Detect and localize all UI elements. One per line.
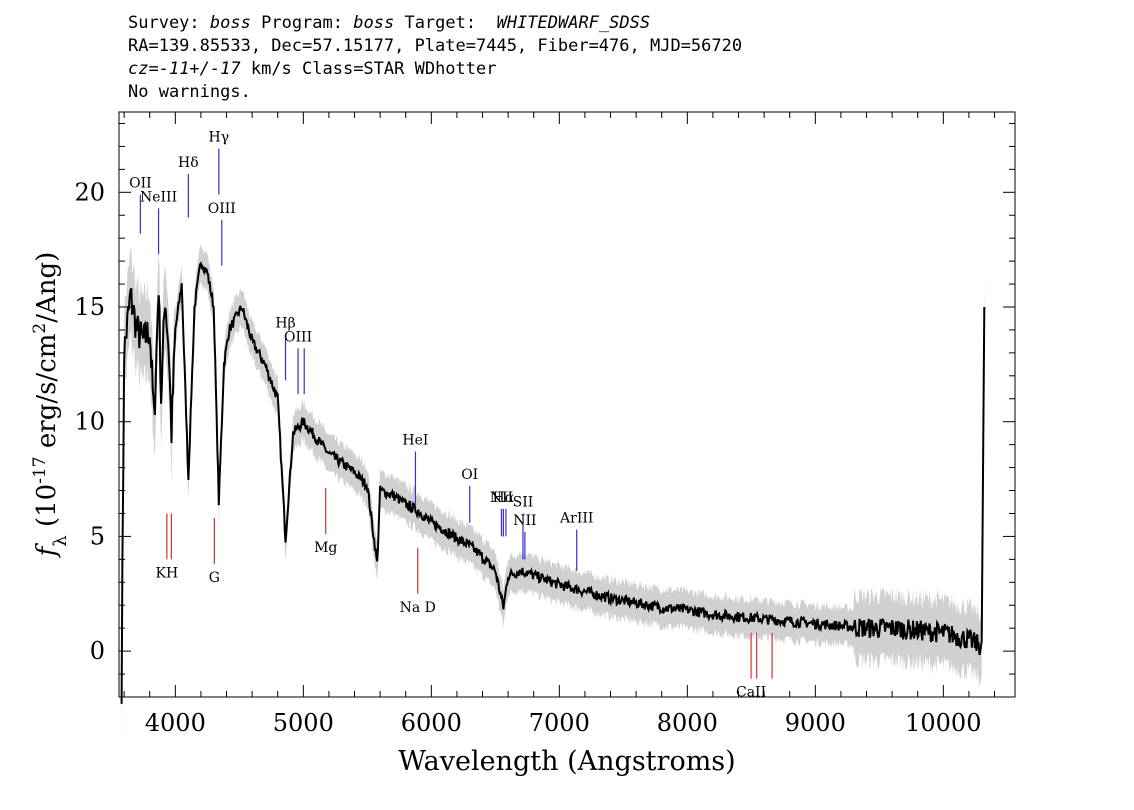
absorption-line-label: Mg [314, 540, 337, 556]
emission-line-label: ArIII [559, 511, 593, 527]
plot-frame [118, 111, 1016, 698]
error-band [121, 245, 985, 746]
emission-line-label: HeI [402, 433, 428, 449]
absorption-line-label: KH [156, 565, 179, 581]
x-tick-label: 8000 [657, 709, 718, 737]
absorption-line-label: CaII [736, 685, 766, 701]
program-value: boss [353, 13, 395, 33]
y-label-main: (10 [32, 484, 62, 536]
cz-label: cz= [128, 59, 159, 79]
x-tick-label: 6000 [401, 709, 462, 737]
spectrum-header: Survey: boss Program: boss Target: WHITE… [128, 12, 742, 104]
survey-label: Survey: [128, 13, 200, 33]
y-label-end: /Ang) [32, 252, 62, 323]
y-tick-label: 10 [74, 408, 105, 436]
emission-line-label: OI [461, 467, 478, 483]
x-tick-label: 10000 [905, 709, 981, 737]
emission-line-label: Hβ [275, 316, 295, 332]
x-tick-label: 9000 [785, 709, 846, 737]
header-line-redshift: cz=-11+/-17 km/s Class=STAR WDhotter [128, 58, 742, 81]
survey-value: boss [209, 13, 251, 33]
emission-line-label: NII [490, 490, 513, 506]
emission-line-label: NeIII [140, 189, 177, 205]
y-tick-label: 5 [90, 522, 105, 550]
program-label: Program: [261, 13, 343, 33]
header-line-coords: RA=139.85533, Dec=57.15177, Plate=7445, … [128, 36, 743, 56]
y-axis-label: fλ (10-17 erg/s/cm2/Ang) [30, 252, 71, 559]
absorption-line-label: G [209, 570, 220, 586]
header-line-warnings: No warnings. [128, 82, 251, 102]
emission-line-label: OIII [208, 201, 236, 217]
cz-unit-class: km/s Class=STAR WDhotter [240, 59, 497, 79]
x-tick-label: 5000 [273, 709, 334, 737]
y-tick-label: 20 [74, 178, 105, 206]
emission-line-label: Hδ [178, 155, 199, 171]
y-label-exponent: -17 [30, 456, 50, 483]
cz-value: -11+/-17 [158, 59, 241, 79]
y-tick-label: 0 [90, 637, 105, 665]
error-band-layer [121, 245, 985, 746]
target-value: WHITEDWARF_SDSS [496, 13, 651, 33]
emission-line-label: Hγ [209, 130, 230, 146]
emission-line-label: SII [513, 494, 534, 510]
header-line-survey: Survey: boss Program: boss Target: WHITE… [128, 12, 742, 35]
target-label: Target: [404, 13, 477, 33]
emission-line-label: Hα [493, 490, 515, 506]
y-label-lambda: λ [50, 535, 71, 546]
y-label-exponent-2: 2 [30, 323, 50, 334]
x-tick-label: 7000 [529, 709, 590, 737]
x-tick-label: 4000 [145, 709, 206, 737]
emission-line-label: NII [513, 513, 536, 529]
y-tick-label: 15 [74, 293, 105, 321]
y-label-units: erg/s/cm [32, 334, 62, 457]
absorption-line-label: Na D [400, 600, 436, 616]
spectrum-line [120, 261, 986, 704]
emission-line-label: OIII [284, 329, 312, 345]
axis-ticks-layer: 4000 5000 6000 7000 8000 9000 10000 0 5 10 15 20 [74, 112, 1015, 737]
emission-line-label: OII [129, 176, 152, 192]
spectrum-layer [120, 261, 986, 704]
x-axis-label: Wavelength (Angstroms) [398, 746, 735, 777]
